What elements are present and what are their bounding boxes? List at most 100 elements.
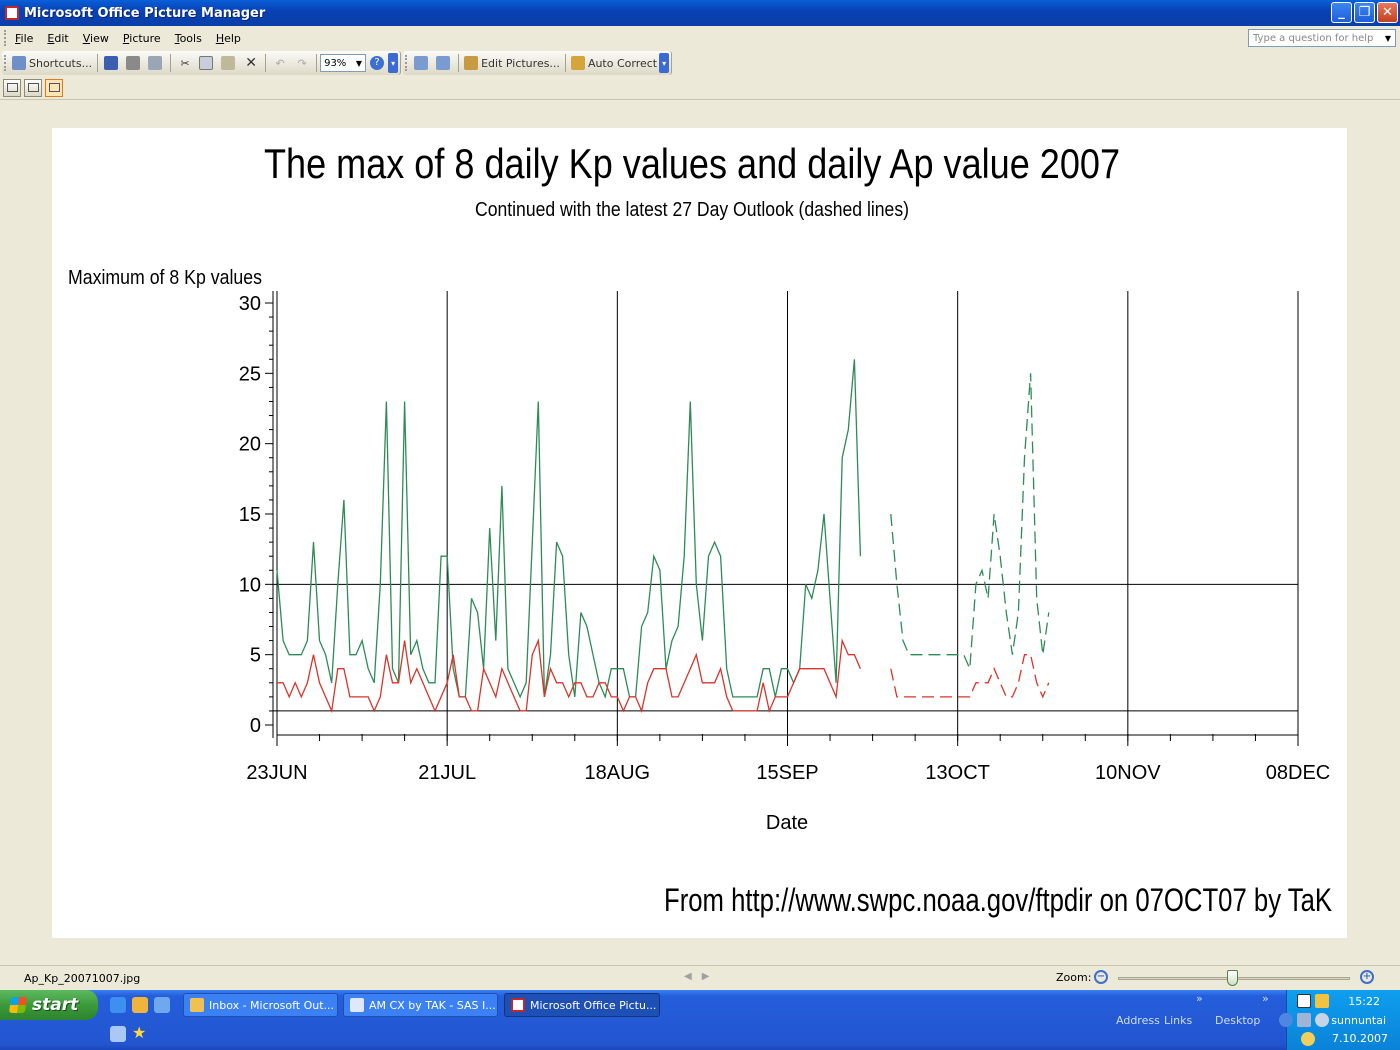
single-picture-view-button[interactable]: [45, 78, 63, 97]
zoom-out-icon[interactable]: −: [1094, 970, 1108, 984]
picture-nav-arrows[interactable]: ◀▶: [684, 971, 720, 982]
delete-button[interactable]: ✕: [240, 53, 262, 73]
toolbar-grip[interactable]: [405, 55, 409, 71]
print-button[interactable]: [123, 53, 145, 73]
task-label: AM CX by TAK - SAS I...: [369, 998, 496, 1012]
task-picture-manager[interactable]: Microsoft Office Pictu...: [504, 993, 660, 1017]
help-search-input[interactable]: Type a question for help ▼: [1248, 29, 1396, 47]
y-tick-label: 5: [250, 645, 261, 667]
shortcuts-label: Shortcuts...: [29, 56, 93, 70]
network-icon[interactable]: [1297, 1013, 1311, 1027]
shortcuts-button[interactable]: Shortcuts...: [10, 53, 94, 73]
toolbar-separator: [265, 54, 267, 72]
x-tick-label: 10NOV: [1095, 762, 1161, 784]
menu-view[interactable]: View: [82, 31, 109, 45]
x-tick-label: 18AUG: [585, 762, 651, 784]
copy-button[interactable]: [196, 53, 218, 73]
zoom-in-icon[interactable]: +: [1360, 970, 1374, 984]
zoom-dropdown-icon[interactable]: ▼: [355, 58, 363, 68]
outlook-icon[interactable]: [132, 997, 148, 1013]
auto-correct-button[interactable]: Auto Correct: [569, 53, 659, 73]
toolbar-options-button[interactable]: ▾: [659, 53, 670, 73]
address-chevron-icon[interactable]: »: [1196, 992, 1203, 1005]
show-desktop-icon[interactable]: [110, 1026, 126, 1042]
cut-icon: ✂: [180, 56, 190, 70]
zoom-select[interactable]: 93% ▼: [320, 54, 367, 72]
toolbar-group-main: Shortcuts... ✂ ✕ ↶ ↷ 93% ▼ ? ▾: [2, 51, 402, 75]
internet-explorer-icon[interactable]: [110, 997, 126, 1013]
system-tray: 15:22 sunnuntai 7.10.2007: [1279, 990, 1400, 1050]
tray-app-icon[interactable]: [1297, 994, 1311, 1008]
quicklaunch-icon[interactable]: [154, 997, 170, 1013]
thumbnail-view-button[interactable]: [3, 78, 21, 97]
edit-pictures-button[interactable]: Edit Pictures...: [462, 53, 562, 73]
filmstrip-view-button[interactable]: [24, 78, 42, 97]
cut-button[interactable]: ✂: [174, 53, 196, 73]
source-footer: From http://www.swpc.noaa.gov/ftpdir on …: [664, 882, 1332, 918]
window-title: Microsoft Office Picture Manager: [24, 5, 266, 21]
kp-solid-series-line: [276, 359, 862, 700]
view-toolbar: [0, 76, 1400, 100]
minimize-button[interactable]: _: [1331, 2, 1352, 23]
ap-solid-series-line: [277, 638, 861, 714]
redo-button[interactable]: ↷: [291, 53, 313, 73]
desktop-chevron-icon[interactable]: »: [1262, 992, 1269, 1005]
toolbar-separator: [170, 54, 172, 72]
auto-correct-icon: [570, 56, 585, 70]
undo-icon: ↶: [275, 56, 285, 70]
redo-icon: ↷: [297, 56, 307, 70]
zoom-slider-thumb[interactable]: [1226, 970, 1238, 986]
chart-title: The max of 8 daily Kp values and daily A…: [264, 140, 1120, 187]
help-button[interactable]: ?: [366, 53, 388, 73]
desktop-toolbar-label[interactable]: Desktop: [1215, 1014, 1261, 1027]
clock-time[interactable]: 15:22: [1348, 995, 1380, 1008]
start-button[interactable]: start: [0, 990, 98, 1020]
clock-day: sunnuntai: [1331, 1014, 1386, 1027]
save-button[interactable]: [101, 53, 123, 73]
x-tick-label: 21JUL: [418, 762, 476, 784]
edit-pictures-label: Edit Pictures...: [481, 56, 560, 70]
help-icon: ?: [370, 56, 385, 70]
star-icon[interactable]: ★: [132, 1023, 147, 1042]
toolbar-separator: [97, 54, 99, 72]
save-icon: [103, 56, 118, 70]
delete-icon: ✕: [245, 55, 257, 71]
tray-outlook-icon[interactable]: [1315, 994, 1329, 1008]
y-tick-label: 25: [239, 363, 261, 385]
title-bar: Microsoft Office Picture Manager _ ❐ ✕: [0, 0, 1400, 26]
y-tick-label: 30: [239, 293, 261, 315]
single-picture-view-icon: [48, 83, 60, 92]
help-dropdown-icon[interactable]: ▼: [1384, 33, 1391, 43]
toolbar-grip[interactable]: [4, 55, 8, 71]
tray-expand-icon[interactable]: [1279, 1013, 1293, 1027]
toolbar-options-button[interactable]: ▾: [388, 53, 399, 73]
shortcuts-icon: [12, 56, 26, 70]
menu-help[interactable]: Help: [215, 31, 241, 45]
task-label: Microsoft Office Pictu...: [530, 998, 657, 1012]
windows-flag-icon: [8, 997, 28, 1013]
plot-area: 23JUN 21JUL 18AUG 15SEP 13OCT 10NOV 08DEC 0 5 10 1…: [239, 291, 1330, 784]
task-sas[interactable]: AM CX by TAK - SAS I...: [343, 993, 498, 1017]
toolbar-separator: [316, 54, 318, 72]
undo-button[interactable]: ↶: [269, 53, 291, 73]
rotate-left-button[interactable]: [411, 53, 433, 73]
task-inbox[interactable]: Inbox - Microsoft Out...: [183, 993, 338, 1017]
picture-canvas[interactable]: The max of 8 daily Kp values and daily A…: [52, 128, 1347, 938]
restore-button[interactable]: ❐: [1354, 2, 1375, 23]
volume-icon[interactable]: [1315, 1013, 1329, 1027]
menu-tools[interactable]: Tools: [174, 31, 202, 45]
menu-picture[interactable]: Picture: [122, 31, 161, 45]
help-search-placeholder: Type a question for help: [1253, 32, 1374, 44]
close-button[interactable]: ✕: [1377, 2, 1398, 23]
address-toolbar-label[interactable]: Address: [1116, 1014, 1160, 1027]
menu-edit[interactable]: Edit: [47, 31, 69, 45]
email-button[interactable]: [145, 53, 167, 73]
menu-grip[interactable]: [4, 30, 8, 46]
rotate-right-button[interactable]: [433, 53, 455, 73]
security-icon[interactable]: [1301, 1032, 1315, 1046]
x-tick-label: 13OCT: [925, 762, 989, 784]
links-toolbar-label[interactable]: Links: [1164, 1014, 1193, 1027]
paste-button[interactable]: [218, 53, 240, 73]
menu-file[interactable]: File: [15, 31, 34, 45]
